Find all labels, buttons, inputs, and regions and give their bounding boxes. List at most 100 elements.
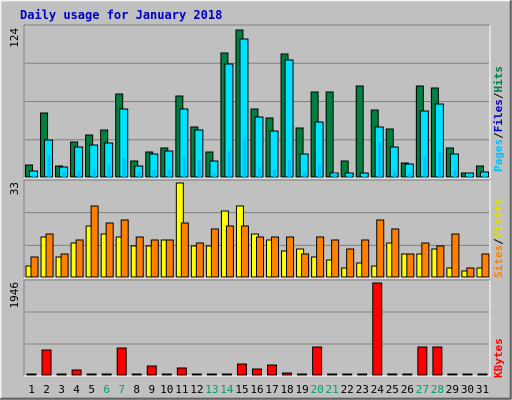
kbytes-bar (41, 349, 52, 376)
sites-bar (240, 225, 249, 278)
kbytes-bar (26, 373, 37, 376)
sites-bar (346, 248, 355, 278)
sites-bar (150, 239, 159, 278)
kbytes-bar (101, 373, 112, 376)
pages-bar (483, 175, 487, 177)
kbytes-bar (56, 373, 67, 376)
y-max-label-kbytes: 1946 (8, 282, 21, 309)
kbytes-bar (462, 373, 473, 376)
sites-bar (406, 253, 415, 278)
pages-bar (167, 170, 171, 177)
kbytes-bar (312, 346, 323, 376)
legend-visits: Visits (492, 199, 505, 239)
x-tick-label: 2 (43, 383, 50, 396)
kbytes-bar (191, 373, 202, 376)
legend-middle: Sites/Visits (492, 199, 505, 279)
x-tick-label: 21 (326, 383, 339, 396)
kbytes-bar (236, 363, 247, 376)
kbytes-bar (146, 365, 157, 376)
legend-files: Files (492, 99, 505, 132)
kbytes-bar (402, 373, 413, 376)
pages-bar (47, 155, 51, 177)
kbytes-bar (221, 373, 232, 376)
legend-kbytes: KBytes (492, 338, 505, 378)
pages-bar (62, 172, 66, 177)
sites-bar (45, 233, 54, 278)
kbytes-bar (432, 346, 443, 376)
x-tick-label: 8 (133, 383, 140, 396)
pages-bar (212, 173, 216, 177)
sites-bar (421, 242, 430, 278)
kbytes-bar (372, 282, 383, 376)
y-max-label-visits: 33 (8, 182, 21, 195)
chart-title: Daily usage for January 2018 (20, 8, 222, 22)
sites-bar (195, 242, 204, 278)
x-tick-label: 18 (280, 383, 293, 396)
x-tick-label: 11 (175, 383, 188, 396)
pages-bar (378, 142, 382, 177)
x-tick-label: 1 (28, 383, 35, 396)
pages-bar (408, 173, 412, 177)
kbytes-bar (251, 368, 262, 376)
kbytes-bar (447, 373, 458, 376)
hits-bar (325, 91, 334, 178)
pages-bar (318, 165, 322, 177)
x-tick-label: 31 (476, 383, 489, 396)
x-tick-label: 16 (250, 383, 263, 396)
kbytes-bar (327, 373, 338, 376)
pages-bar (423, 157, 427, 177)
x-tick-label: 27 (416, 383, 429, 396)
sites-bar (105, 222, 114, 278)
kbytes-bar (342, 373, 353, 376)
kbytes-bar (161, 373, 172, 376)
kbytes-bar (86, 373, 97, 376)
x-tick-label: 20 (311, 383, 324, 396)
sites-bar (225, 225, 234, 278)
x-tick-label: 15 (235, 383, 248, 396)
pages-bar (197, 161, 201, 177)
pages-bar (92, 169, 96, 177)
pages-bar (288, 160, 292, 177)
sites-bar (331, 239, 340, 278)
sites-bar (376, 219, 385, 278)
pages-bar (333, 173, 337, 177)
hits-bar (355, 85, 364, 178)
pages-bar (468, 175, 472, 177)
x-tick-label: 30 (461, 383, 474, 396)
pages-bar (273, 170, 277, 177)
x-tick-label: 12 (190, 383, 203, 396)
kbytes-bar (267, 364, 278, 376)
sites-bar (451, 233, 460, 278)
x-tick-label: 28 (431, 383, 444, 396)
sites-bar (165, 239, 174, 278)
x-tick-label: 26 (401, 383, 414, 396)
panel-kbytes (24, 280, 490, 376)
kbytes-bar (357, 373, 368, 376)
pages-bar (182, 157, 186, 177)
pages-bar (438, 152, 442, 177)
sites-bar (271, 236, 280, 278)
pages-bar (152, 170, 156, 177)
sites-bar (75, 239, 84, 278)
x-tick-label: 3 (58, 383, 65, 396)
sites-bar (301, 253, 310, 278)
pages-bar (303, 172, 307, 177)
x-tick-label: 14 (220, 383, 234, 396)
legend-pages: Pages (492, 139, 505, 172)
sites-bar (481, 253, 490, 278)
files-bar (284, 59, 294, 178)
sites-bar (210, 228, 219, 278)
legend-bottom: KBytes (492, 338, 505, 378)
kbytes-bar (477, 373, 488, 376)
x-tick-label: 5 (88, 383, 95, 396)
x-tick-label: 17 (265, 383, 278, 396)
x-tick-label: 19 (295, 383, 308, 396)
pages-bar (453, 170, 457, 177)
y-max-label-hits: 124 (8, 28, 21, 48)
kbytes-bar (176, 367, 187, 376)
kbytes-bar (387, 373, 398, 376)
x-tick-label: 6 (103, 383, 110, 396)
kbytes-bar (131, 373, 142, 376)
sites-bar (436, 245, 445, 278)
